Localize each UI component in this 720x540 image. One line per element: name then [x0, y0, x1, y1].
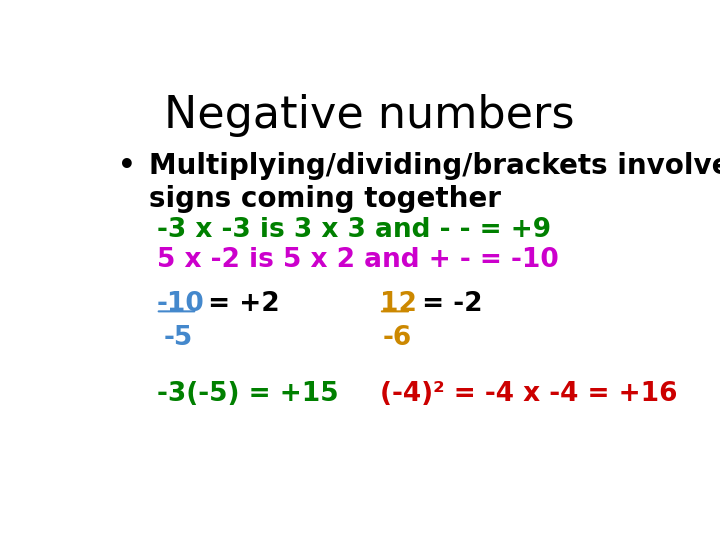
Text: -3 x -3 is 3 x 3 and - - = +9: -3 x -3 is 3 x 3 and - - = +9 — [157, 217, 551, 242]
Text: Negative numbers: Negative numbers — [163, 94, 575, 137]
Text: 12: 12 — [380, 292, 417, 318]
Text: = -2: = -2 — [413, 292, 482, 318]
Text: -5: -5 — [163, 325, 193, 350]
Text: 5 x -2 is 5 x 2 and + - = -10: 5 x -2 is 5 x 2 and + - = -10 — [157, 247, 559, 273]
Text: •: • — [118, 152, 135, 180]
Text: -6: -6 — [383, 325, 412, 350]
Text: Multiplying/dividing/brackets involve the
signs coming together: Multiplying/dividing/brackets involve th… — [148, 152, 720, 213]
Text: -10: -10 — [157, 292, 204, 318]
Text: = +2: = +2 — [199, 292, 279, 318]
Text: (-4)² = -4 x -4 = +16: (-4)² = -4 x -4 = +16 — [380, 381, 678, 407]
Text: -3(-5) = +15: -3(-5) = +15 — [157, 381, 338, 407]
